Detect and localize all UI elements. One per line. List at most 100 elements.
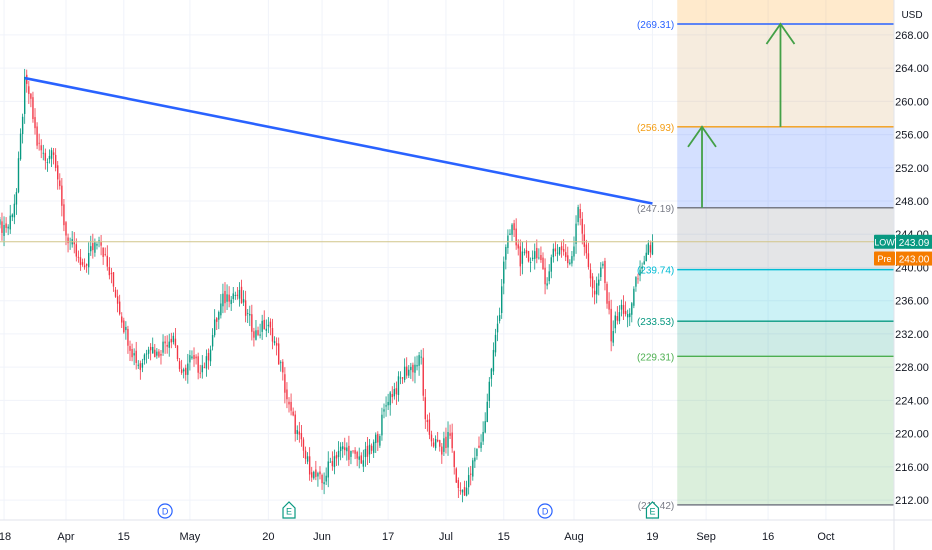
fib-zone [677, 321, 894, 357]
candle-body [127, 328, 129, 346]
candle-body [244, 300, 247, 316]
candle-body [612, 330, 614, 343]
candle-body [54, 154, 57, 168]
candle-body [577, 207, 579, 223]
candle-body [284, 374, 286, 393]
candle-body [232, 293, 234, 300]
candle-body [106, 255, 108, 267]
candle-body [626, 314, 629, 318]
marker-shape [645, 501, 660, 519]
target-arrow[interactable] [687, 125, 717, 208]
candle-body [579, 209, 581, 218]
candle-body [197, 356, 199, 373]
candle-body [209, 349, 212, 362]
candle-body [317, 473, 319, 477]
time-tick-label: Oct [817, 531, 834, 543]
candle-body [408, 369, 410, 376]
price-tick-label: 216.00 [895, 462, 929, 474]
time-tick-label: 18 [0, 531, 11, 543]
candle-body [463, 487, 466, 496]
candle-body [77, 256, 80, 258]
candle-body [490, 368, 493, 379]
candle-body [556, 252, 559, 254]
candle-body [273, 341, 276, 344]
candle-body [567, 255, 569, 264]
candle-body [329, 461, 332, 463]
currency-label[interactable]: USD [901, 10, 922, 21]
marker-letter: E [649, 507, 655, 517]
candles [0, 68, 654, 503]
candle-body [240, 286, 243, 304]
candle-body [143, 354, 146, 361]
candle-body [333, 456, 336, 467]
candle-body [560, 246, 563, 251]
drawings[interactable] [0, 22, 894, 243]
candle-body [451, 432, 453, 449]
candle-body [509, 233, 511, 235]
price-axis[interactable]: USD 268.00 264.00 260.00 256.00 252.00 248.00… [893, 0, 929, 550]
candle-body [467, 475, 470, 488]
candle-body [133, 353, 135, 356]
candle-body [573, 246, 575, 257]
candle-body [484, 421, 486, 433]
candle-body [649, 245, 652, 253]
candle-body [445, 436, 447, 449]
candle-body [311, 472, 313, 478]
candle-body [288, 401, 290, 405]
target-arrow[interactable] [765, 22, 796, 127]
candle-body [428, 419, 431, 435]
candle-body [257, 330, 259, 335]
candle-body [358, 456, 360, 460]
candle-body [182, 369, 185, 372]
candle-body [193, 355, 195, 360]
candle-body [521, 251, 524, 264]
trendline[interactable] [24, 76, 653, 205]
fib-zone [677, 24, 894, 127]
candle-body [546, 283, 548, 286]
candle-body [65, 222, 67, 236]
candle-body [304, 450, 307, 459]
candle-body [600, 267, 602, 278]
time-tick-label: 15 [118, 531, 130, 543]
candle-body [253, 331, 255, 338]
candle-body [152, 346, 154, 354]
candle-body [28, 86, 30, 94]
candle-body [529, 262, 532, 263]
price-tick-label: 236.00 [895, 296, 929, 308]
candle-body [614, 315, 616, 329]
candle-body [59, 180, 61, 187]
candle-body [286, 389, 288, 400]
candle-body [145, 353, 148, 355]
candle-body [455, 468, 457, 483]
candle-body [327, 461, 329, 478]
marker-letter: D [162, 507, 169, 517]
fib-level-label: (256.93) [637, 123, 674, 134]
candle-body [88, 252, 90, 268]
candle-body [129, 346, 131, 351]
candle-body [637, 278, 639, 280]
time-tick-label: 16 [762, 531, 774, 543]
candle-body [308, 456, 311, 475]
candle-body [79, 257, 82, 265]
candle-body [267, 324, 270, 327]
candle-body [73, 242, 75, 245]
candle-body [622, 305, 625, 314]
candle-body [30, 93, 32, 99]
candle-body [263, 319, 265, 330]
candle-body [554, 248, 557, 252]
candle-body [534, 251, 536, 259]
candle-body [379, 436, 381, 446]
candle-body [581, 218, 583, 234]
candle-body [498, 315, 501, 321]
time-axis[interactable]: 18 Apr 15 May 20 Jun 17 Jul 15 Aug 19 Sep 16 Oct [0, 519, 932, 543]
candle-body [377, 433, 379, 443]
candle-body [480, 442, 482, 449]
candle-body [478, 445, 480, 448]
candle-body [191, 356, 193, 359]
candle-body [439, 440, 441, 447]
candle-body [412, 364, 414, 373]
candle-body [149, 346, 152, 351]
candle-body [629, 313, 631, 318]
dividend-marker: D [537, 503, 553, 519]
